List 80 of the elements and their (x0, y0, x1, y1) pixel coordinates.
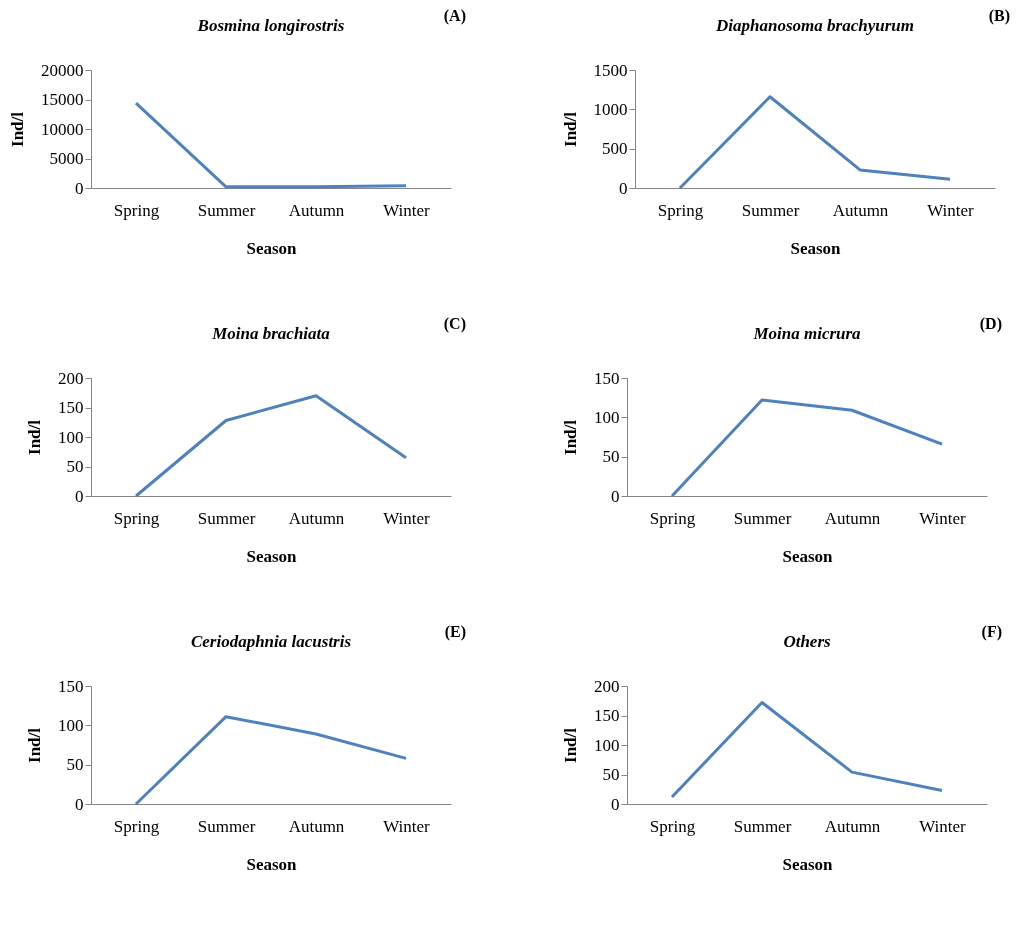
y-tick-label: 1000 (593, 99, 628, 119)
x-tick-label: Summer (197, 200, 256, 220)
y-tick-label: 50 (602, 765, 620, 784)
y-tick-label: 200 (594, 676, 620, 696)
x-axis-title: Season (246, 854, 298, 874)
y-tick-label: 150 (58, 398, 84, 417)
x-axis-title: Season (246, 546, 298, 566)
x-tick-label: Summer (197, 508, 256, 528)
line-series (134, 715, 408, 806)
text: (D) (979, 315, 1002, 333)
x-tick-label: Winter (927, 200, 975, 220)
line-series (670, 398, 944, 498)
y-tick-label: 20000 (41, 60, 84, 80)
y-tick-label: 100 (58, 427, 84, 447)
chart-title: Diaphanosoma brachyurum (715, 16, 914, 35)
y-tick-label: 100 (594, 735, 620, 755)
y-tick-label: 1500 (593, 60, 628, 80)
x-tick-label: Autumn (288, 508, 345, 528)
x-tick-label: Winter (919, 508, 967, 528)
chart-title: Moina brachiata (211, 324, 331, 343)
y-tick-label: 0 (75, 794, 84, 814)
y-tick-label: 0 (611, 794, 620, 814)
y-tick-label: 0 (75, 178, 84, 198)
y-tick-label: 150 (594, 706, 620, 725)
x-tick-label: Summer (197, 816, 256, 836)
x-tick-label: Autumn (832, 200, 889, 220)
y-tick-label: 200 (58, 368, 84, 388)
chart-title: Others (783, 632, 831, 651)
x-tick-label: Summer (733, 816, 792, 836)
x-tick-label: Winter (383, 508, 431, 528)
y-tick-label: 5000 (49, 149, 84, 168)
x-tick-label: Spring (649, 816, 696, 836)
x-tick-label: Winter (383, 200, 431, 220)
text: (C) (443, 315, 466, 333)
y-tick-label: 15000 (41, 90, 84, 109)
chart-title: Ceriodaphnia lacustris (190, 632, 352, 651)
x-tick-label: Summer (741, 200, 800, 220)
y-tick-label: 0 (611, 486, 620, 506)
y-axis-title: Ind/l (25, 419, 44, 455)
x-tick-label: Winter (919, 816, 967, 836)
x-axis-title: Season (790, 238, 842, 258)
x-tick-label: Autumn (824, 508, 881, 528)
y-tick-label: 50 (66, 755, 84, 775)
y-tick-label: 500 (602, 139, 628, 159)
y-tick-label: 10000 (41, 119, 84, 139)
text: (A) (443, 7, 466, 25)
text: (F) (981, 623, 1002, 641)
chart-title: Moina micrura (752, 324, 862, 343)
chart-title: Bosmina longirostris (196, 16, 345, 35)
x-axis-title: Season (782, 854, 834, 874)
y-tick-label: 50 (602, 447, 620, 467)
y-tick-label: 100 (58, 715, 84, 735)
y-axis-title: Ind/l (560, 111, 580, 147)
y-axis-title: Ind/l (561, 727, 580, 763)
y-tick-label: 100 (594, 407, 620, 427)
x-tick-label: Spring (657, 200, 704, 220)
y-tick-label: 0 (75, 486, 84, 506)
x-tick-label: Winter (383, 816, 431, 836)
x-tick-label: Spring (113, 200, 160, 220)
y-tick-label: 50 (66, 457, 84, 476)
y-tick-label: 150 (58, 676, 84, 696)
text: (B) (988, 7, 1010, 25)
x-tick-label: Summer (733, 508, 792, 528)
x-axis-title: Season (782, 546, 834, 566)
y-tick-label: 150 (594, 368, 620, 388)
x-tick-label: Spring (113, 508, 160, 528)
y-axis-title: Ind/l (561, 419, 580, 455)
text: (E) (444, 623, 466, 641)
line-series (670, 701, 944, 799)
line-series (678, 95, 952, 190)
x-tick-label: Spring (113, 816, 160, 836)
x-tick-label: Autumn (824, 816, 881, 836)
x-axis-title: Season (246, 238, 298, 258)
x-tick-label: Autumn (288, 200, 345, 220)
line-series (134, 394, 408, 498)
x-tick-label: Autumn (288, 816, 345, 836)
y-axis-title: Ind/l (25, 727, 44, 763)
y-axis-title: Ind/l (8, 111, 27, 147)
y-tick-label: 0 (619, 178, 628, 198)
x-tick-label: Spring (649, 508, 696, 528)
